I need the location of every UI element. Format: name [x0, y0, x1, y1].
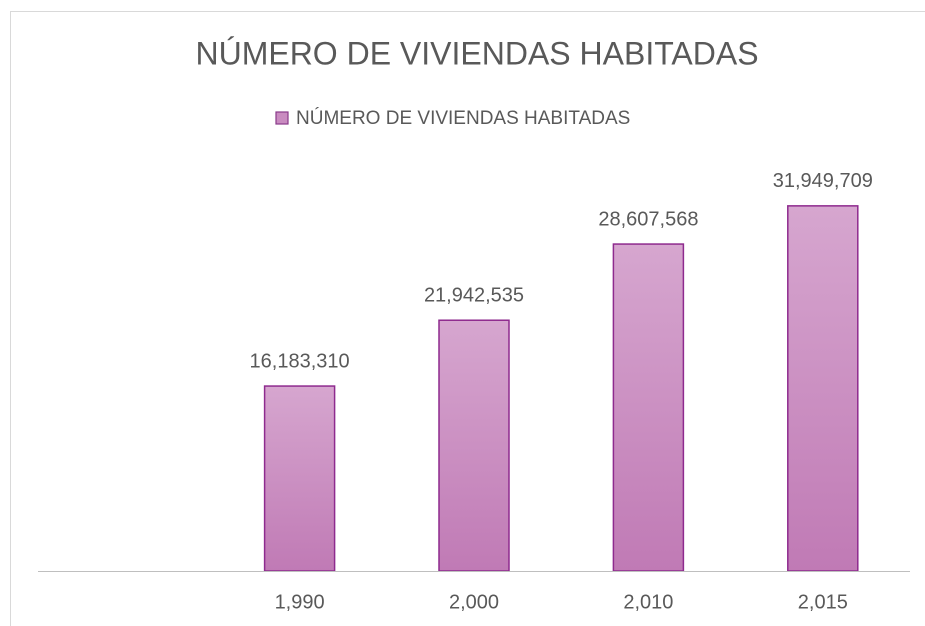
x-tick-label: 2,015	[798, 591, 848, 613]
bar	[263, 385, 336, 572]
legend-marker	[275, 111, 289, 125]
x-tick-label: 2,000	[449, 591, 499, 613]
legend-label: NÚMERO DE VIVIENDAS HABITADAS	[296, 107, 630, 129]
chart-title: NÚMERO DE VIVIENDAS HABITADAS	[195, 35, 758, 71]
x-tick-label: 1,990	[275, 591, 325, 613]
chart-frame	[10, 11, 925, 626]
bar	[787, 205, 859, 572]
data-label: 21,942,535	[424, 285, 524, 307]
bar	[612, 243, 685, 572]
data-label: 28,607,568	[598, 208, 698, 230]
data-label: 16,183,310	[250, 350, 350, 372]
x-tick-label: 2,010	[623, 591, 673, 613]
data-label: 31,949,709	[773, 170, 873, 192]
bar	[438, 319, 510, 572]
